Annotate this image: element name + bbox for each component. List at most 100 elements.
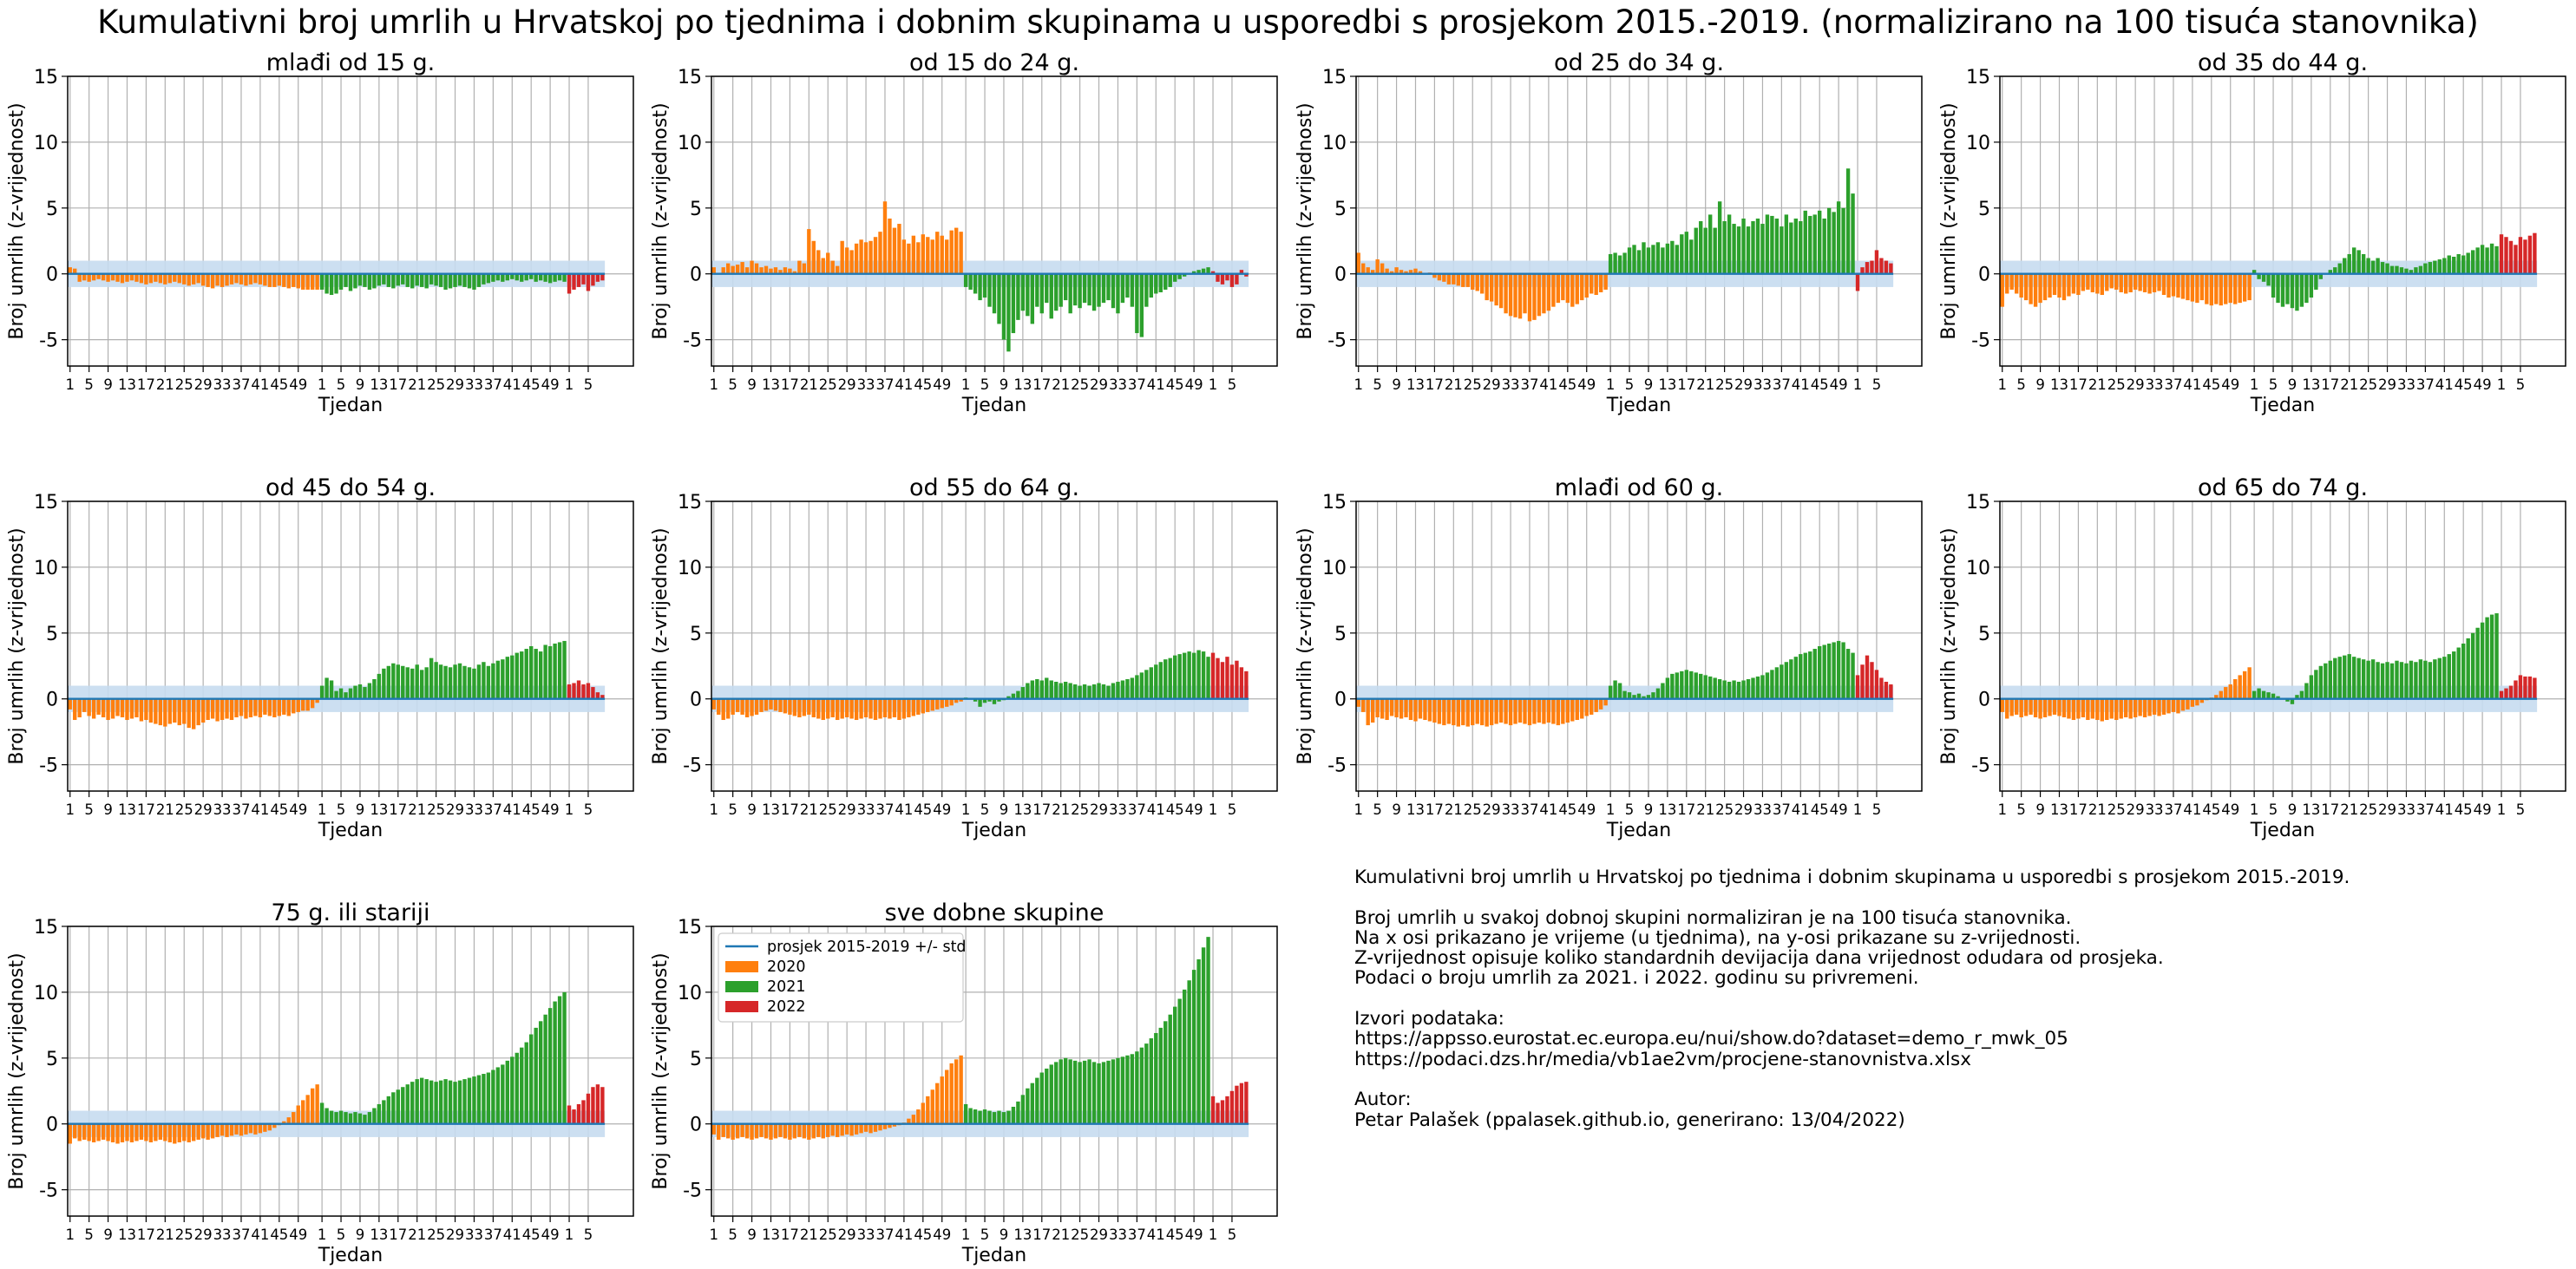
bar-2020	[2005, 698, 2009, 719]
bar-2021	[987, 1110, 992, 1124]
bar-2021	[1068, 1059, 1072, 1124]
x-tick-label: 5	[728, 376, 737, 393]
bar-2020	[1590, 273, 1594, 294]
x-tick-label: 25	[2359, 801, 2377, 818]
bar-2021	[1655, 242, 1661, 274]
info-line: Na x osi prikazano je vrijeme (u tjednim…	[1354, 926, 2081, 949]
bar-2020	[292, 273, 296, 287]
bar-2021	[401, 273, 405, 285]
bar-2020	[844, 1123, 849, 1135]
bar-2020	[959, 698, 963, 702]
bar-2021	[353, 685, 357, 699]
bar-2021	[1087, 273, 1091, 306]
bar-2021	[1736, 681, 1741, 699]
y-axis-label: Broj umrlih (z-vrijednost)	[1295, 102, 1316, 339]
bar-2021	[2428, 262, 2433, 274]
bar-2022	[567, 1105, 572, 1124]
bar-2021	[367, 683, 372, 699]
bar-2020	[788, 698, 792, 715]
x-tick-label: 33	[465, 376, 483, 393]
x-tick-label: 9	[1392, 801, 1401, 818]
bar-2021	[987, 273, 992, 307]
x-axis-label: Tjedan	[2250, 395, 2315, 416]
bar-2020	[2067, 698, 2071, 719]
bar-2020	[91, 1123, 96, 1142]
bar-2021	[2290, 698, 2295, 704]
x-tick-label: 5	[1872, 801, 1882, 818]
bar-2022	[1220, 1100, 1225, 1124]
bar-2020	[1380, 263, 1385, 274]
bar-2021	[1661, 247, 1665, 274]
bar-2020	[148, 1123, 154, 1142]
bar-2021	[434, 1082, 438, 1124]
bar-2021	[1120, 273, 1125, 304]
bar-2020	[96, 273, 101, 279]
bar-2021	[367, 273, 372, 290]
bar-2020	[144, 698, 148, 721]
bar-2021	[1177, 998, 1182, 1124]
bar-2021	[1059, 683, 1063, 699]
bar-2021	[2276, 273, 2280, 304]
x-tick-label: 5	[1373, 801, 1382, 818]
x-tick-label: 9	[2288, 376, 2297, 393]
bar-2020	[882, 698, 888, 717]
bar-2020	[773, 698, 778, 711]
bar-2020	[229, 273, 234, 285]
bar-2021	[2428, 662, 2433, 699]
x-tick-label: 17	[2321, 376, 2339, 393]
bar-2020	[849, 698, 854, 719]
bar-2020	[1480, 698, 1485, 726]
bar-2021	[1646, 247, 1651, 274]
bar-2021	[482, 1074, 486, 1124]
bar-2020	[2042, 698, 2048, 717]
bar-2022	[2514, 680, 2518, 699]
bar-2020	[1594, 273, 1598, 296]
bar-2021	[973, 1109, 978, 1124]
bar-2021	[2314, 670, 2318, 699]
bar-2020	[769, 698, 773, 710]
bar-2020	[91, 273, 96, 281]
bar-2020	[1598, 273, 1603, 292]
bar-2021	[2280, 273, 2285, 307]
bar-2020	[239, 273, 244, 285]
bar-2021	[1746, 226, 1751, 274]
bar-2020	[253, 1123, 258, 1135]
bar-2021	[1182, 652, 1187, 699]
bar-2021	[472, 1076, 476, 1124]
bar-2021	[2271, 273, 2276, 298]
bar-2020	[1517, 698, 1523, 723]
bar-2021	[472, 273, 476, 290]
bar-2021	[1101, 273, 1106, 304]
bar-2020	[2009, 273, 2014, 290]
bar-2020	[106, 273, 110, 282]
bar-2020	[935, 698, 940, 710]
x-tick-label: 41	[1792, 801, 1810, 818]
bar-2021	[1120, 680, 1125, 699]
bar-2021	[1035, 1077, 1039, 1124]
y-tick-label: 15	[34, 917, 58, 939]
bar-2020	[735, 698, 740, 712]
bar-2021	[1130, 1054, 1135, 1124]
bar-2021	[1130, 677, 1135, 699]
bar-2021	[2351, 247, 2356, 274]
bar-2020	[1489, 698, 1494, 726]
bar-2020	[154, 698, 158, 724]
bar-2021	[1144, 1043, 1149, 1124]
bar-2020	[1471, 273, 1475, 290]
bar-2020	[1418, 698, 1423, 719]
bar-2021	[2347, 654, 2351, 699]
bar-2021	[1812, 214, 1817, 274]
bar-2021	[429, 273, 434, 285]
bar-2020	[263, 273, 267, 286]
bar-2021	[1030, 273, 1035, 324]
bar-2020	[711, 1123, 716, 1135]
bar-2020	[1480, 273, 1485, 294]
bar-2020	[954, 1059, 959, 1124]
x-tick-label: 13	[1013, 1226, 1032, 1243]
bar-2021	[396, 273, 400, 286]
bar-2020	[286, 698, 291, 716]
